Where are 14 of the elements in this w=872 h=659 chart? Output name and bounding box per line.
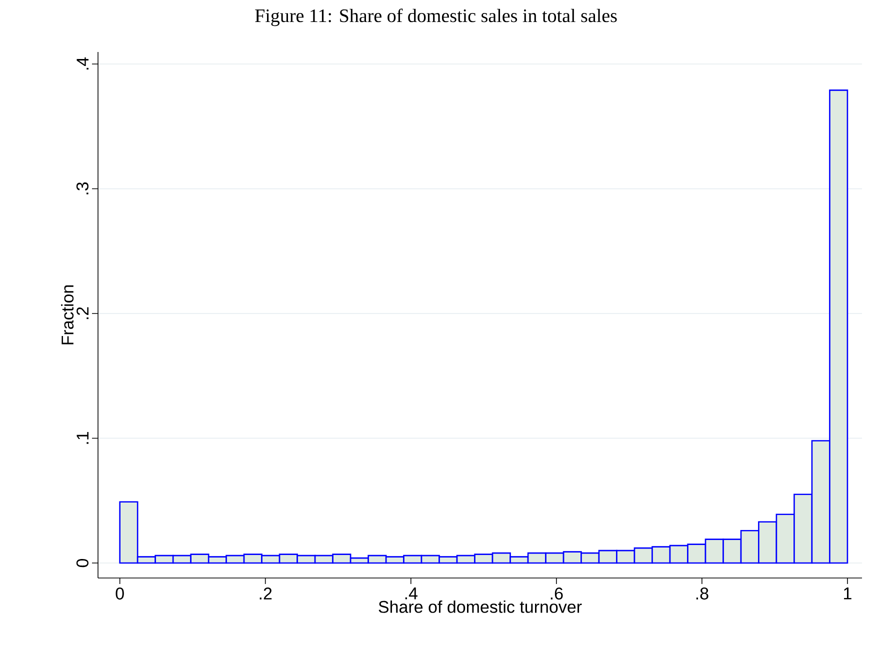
x-axis-title: Share of domestic turnover (378, 600, 582, 613)
y-tick-label: .4 (76, 57, 88, 70)
y-tick-label: .3 (76, 182, 88, 194)
x-tick-label: .6 (550, 588, 563, 600)
x-tick-label: 0 (116, 588, 124, 600)
y-axis-title: Fraction (61, 285, 74, 344)
chart-title: Figure 11: Share of domestic sales in total sales (255, 8, 617, 26)
y-tick-label: .2 (76, 307, 88, 320)
x-tick-label: .2 (260, 588, 272, 600)
y-tick-label: 0 (76, 558, 88, 568)
y-tick-label: .1 (76, 432, 88, 444)
x-tick-label: .8 (696, 588, 708, 600)
x-tick-label: .4 (405, 588, 418, 600)
x-tick-label: 1 (844, 588, 852, 600)
